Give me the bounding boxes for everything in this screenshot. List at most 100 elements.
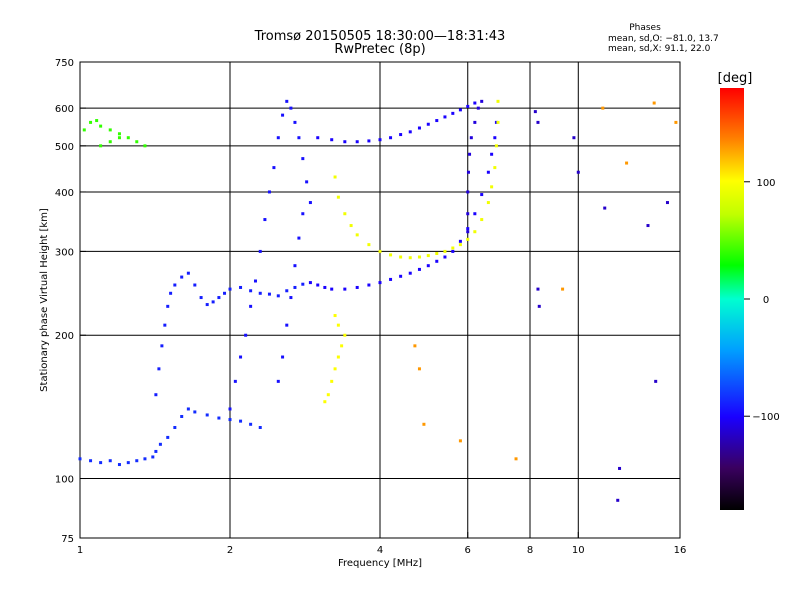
data-point bbox=[135, 459, 139, 463]
data-point bbox=[458, 239, 462, 243]
data-point bbox=[408, 130, 412, 134]
data-point bbox=[326, 393, 330, 397]
data-point bbox=[143, 457, 147, 461]
data-point bbox=[186, 271, 190, 275]
y-tick-label: 750 bbox=[55, 58, 74, 69]
data-point bbox=[297, 236, 301, 240]
data-point bbox=[378, 249, 382, 253]
x-tick-label: 6 bbox=[465, 545, 471, 556]
data-point bbox=[674, 120, 678, 124]
data-point bbox=[166, 435, 170, 439]
data-point bbox=[249, 304, 253, 308]
chart-subtitle: RwPretec (8p) bbox=[334, 42, 425, 57]
data-point bbox=[378, 138, 382, 142]
x-tick-label: 1 bbox=[77, 545, 83, 556]
data-point bbox=[316, 136, 320, 140]
data-point bbox=[473, 120, 477, 124]
data-point bbox=[316, 283, 320, 287]
data-point bbox=[99, 124, 103, 128]
y-tick-label: 75 bbox=[61, 534, 74, 545]
data-point bbox=[217, 416, 221, 420]
data-point bbox=[228, 418, 232, 422]
data-point bbox=[180, 414, 184, 418]
data-point bbox=[126, 136, 130, 140]
data-point bbox=[486, 201, 490, 205]
data-point bbox=[665, 201, 669, 205]
data-point bbox=[473, 101, 477, 105]
data-point bbox=[180, 275, 184, 279]
data-point bbox=[158, 442, 162, 446]
data-point bbox=[367, 243, 371, 247]
data-point bbox=[108, 459, 112, 463]
data-point bbox=[169, 291, 173, 295]
data-point bbox=[205, 413, 209, 417]
data-point bbox=[466, 227, 470, 231]
data-point bbox=[193, 410, 197, 414]
data-point bbox=[135, 140, 139, 144]
data-point bbox=[378, 281, 382, 285]
data-point bbox=[417, 126, 421, 130]
data-point bbox=[466, 170, 470, 174]
data-point bbox=[151, 455, 155, 459]
data-point bbox=[281, 113, 285, 117]
data-point bbox=[336, 355, 340, 359]
data-point bbox=[343, 287, 347, 291]
data-point bbox=[285, 289, 289, 293]
y-tick-label: 100 bbox=[55, 475, 74, 486]
data-point bbox=[258, 249, 262, 253]
data-point bbox=[466, 190, 470, 194]
data-point bbox=[308, 201, 312, 205]
data-point bbox=[496, 120, 500, 124]
data-point bbox=[323, 400, 327, 404]
data-point bbox=[435, 251, 439, 255]
data-point bbox=[451, 249, 455, 253]
data-point bbox=[272, 166, 276, 170]
data-point bbox=[285, 99, 289, 103]
y-tick-label: 600 bbox=[55, 104, 74, 115]
x-axis-label: Frequency [MHz] bbox=[338, 558, 422, 569]
data-point bbox=[561, 287, 565, 291]
data-point bbox=[399, 133, 403, 137]
data-point bbox=[258, 291, 262, 295]
chart-title: Tromsø 20150505 18:30:00—18:31:43 bbox=[254, 29, 506, 44]
data-point bbox=[163, 323, 167, 327]
data-point bbox=[646, 224, 650, 228]
data-point bbox=[333, 367, 337, 371]
colorbar-tick-label: −100 bbox=[752, 412, 779, 423]
data-point bbox=[157, 367, 161, 371]
data-point bbox=[408, 256, 412, 260]
data-point bbox=[426, 254, 430, 258]
data-point bbox=[618, 466, 622, 470]
data-point bbox=[239, 285, 243, 289]
data-point bbox=[293, 264, 297, 268]
data-point bbox=[514, 457, 518, 461]
data-point bbox=[536, 120, 540, 124]
data-point bbox=[355, 233, 359, 237]
data-point bbox=[249, 289, 253, 293]
data-point bbox=[343, 140, 347, 144]
data-point bbox=[451, 111, 455, 115]
data-point bbox=[413, 344, 417, 348]
data-point bbox=[323, 285, 327, 289]
data-point bbox=[494, 144, 498, 148]
phases-title: Phases bbox=[629, 23, 661, 33]
data-point bbox=[458, 243, 462, 247]
data-point bbox=[253, 279, 257, 283]
data-point bbox=[333, 175, 337, 179]
data-point bbox=[95, 119, 99, 123]
x-tick-label: 2 bbox=[227, 545, 233, 556]
data-point bbox=[654, 379, 658, 383]
data-point bbox=[601, 106, 605, 110]
y-axis-ticks: 75 100 200 300 400 500 600 750 bbox=[55, 58, 86, 545]
data-point bbox=[466, 230, 470, 234]
data-point bbox=[239, 419, 243, 423]
data-point bbox=[389, 277, 393, 281]
data-point bbox=[466, 237, 470, 241]
data-point bbox=[355, 285, 359, 289]
data-point bbox=[466, 104, 470, 108]
data-point bbox=[173, 283, 177, 287]
data-point bbox=[99, 461, 103, 465]
data-point bbox=[496, 99, 500, 103]
data-point bbox=[166, 304, 170, 308]
